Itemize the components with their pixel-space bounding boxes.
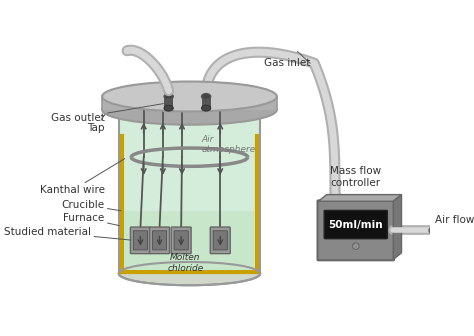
- FancyBboxPatch shape: [324, 210, 387, 239]
- Polygon shape: [393, 195, 401, 259]
- FancyBboxPatch shape: [210, 227, 230, 254]
- FancyBboxPatch shape: [213, 231, 228, 250]
- Text: Molten
chloride: Molten chloride: [167, 253, 203, 272]
- FancyBboxPatch shape: [149, 227, 170, 254]
- Polygon shape: [124, 211, 255, 270]
- FancyBboxPatch shape: [133, 231, 147, 250]
- FancyBboxPatch shape: [171, 227, 191, 254]
- Text: Furnace: Furnace: [64, 213, 119, 225]
- Polygon shape: [102, 96, 277, 110]
- Text: Studied material: Studied material: [4, 227, 131, 240]
- Polygon shape: [164, 96, 173, 108]
- Polygon shape: [319, 195, 401, 201]
- Ellipse shape: [201, 93, 210, 99]
- Text: ◀: ◀: [351, 244, 355, 249]
- Ellipse shape: [102, 95, 277, 125]
- Text: Air
atmosphere: Air atmosphere: [202, 135, 256, 154]
- Text: Tap: Tap: [87, 115, 105, 133]
- Ellipse shape: [119, 262, 260, 285]
- Text: Air flow: Air flow: [435, 215, 474, 225]
- Ellipse shape: [102, 82, 277, 112]
- Text: ▶: ▶: [357, 244, 361, 249]
- Ellipse shape: [164, 105, 173, 111]
- Ellipse shape: [201, 105, 210, 111]
- Text: ▲: ▲: [354, 241, 358, 246]
- Polygon shape: [201, 96, 210, 108]
- Text: Mass flow
controller: Mass flow controller: [330, 166, 382, 188]
- FancyBboxPatch shape: [130, 227, 150, 254]
- Text: Kanthal wire: Kanthal wire: [40, 159, 125, 196]
- Circle shape: [429, 227, 436, 234]
- FancyBboxPatch shape: [153, 231, 166, 250]
- Ellipse shape: [164, 93, 173, 99]
- Text: 50ml/min: 50ml/min: [328, 219, 383, 229]
- FancyBboxPatch shape: [318, 201, 394, 260]
- Text: Gas inlet: Gas inlet: [264, 58, 310, 68]
- Ellipse shape: [119, 98, 260, 117]
- Polygon shape: [119, 107, 260, 274]
- FancyBboxPatch shape: [174, 231, 188, 250]
- Text: ▼: ▼: [354, 247, 358, 252]
- Text: Gas outlet: Gas outlet: [51, 103, 164, 123]
- Text: Crucible: Crucible: [62, 200, 121, 211]
